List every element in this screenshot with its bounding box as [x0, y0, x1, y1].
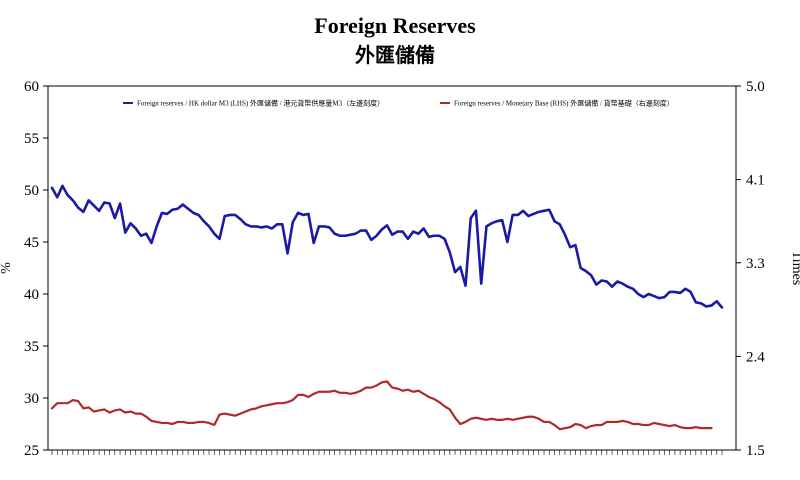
left-tick-label: 60: [24, 79, 39, 95]
left-tick-label: 55: [24, 131, 39, 147]
left-tick-label: 30: [24, 391, 39, 407]
series-line-fx-m3: [50, 184, 724, 309]
left-axis-label: %: [0, 262, 14, 274]
chart-subtitle: 外匯儲備: [355, 43, 435, 67]
left-tick-label: 45: [24, 235, 39, 251]
right-axis-ticks: 1.5 2.4 3.3 4.1 5.0: [736, 79, 765, 459]
left-tick-label: 50: [24, 183, 39, 199]
right-tick-label: 1.5: [746, 443, 765, 459]
left-axis-ticks: 25 30 35 40 45 50 55 60: [24, 79, 48, 459]
right-tick-label: 2.4: [746, 349, 765, 365]
legend-label-fx-m3: Foreign reserves / HK dollar M3 (LHS) 外匯…: [137, 99, 384, 108]
right-tick-label: 5.0: [746, 79, 765, 95]
series-line-fx-monetary-base: [50, 380, 713, 431]
plot-border: [47, 85, 737, 451]
x-axis-ticks: [51, 450, 723, 455]
chart-title: Foreign Reserves: [314, 13, 476, 38]
left-tick-label: 35: [24, 339, 39, 355]
right-tick-label: 4.1: [746, 173, 765, 189]
left-tick-label: 25: [24, 443, 39, 459]
legend: Foreign reserves / HK dollar M3 (LHS) 外匯…: [123, 99, 674, 108]
legend-label-fx-monetary-base: Foreign reserves / Monetary Base (RHS) 外…: [454, 99, 674, 108]
left-tick-label: 40: [24, 287, 39, 303]
right-axis-label: Times: [789, 251, 800, 286]
plot-frame: [47, 85, 737, 451]
series-layer: [50, 184, 724, 431]
right-tick-label: 3.3: [746, 256, 765, 272]
